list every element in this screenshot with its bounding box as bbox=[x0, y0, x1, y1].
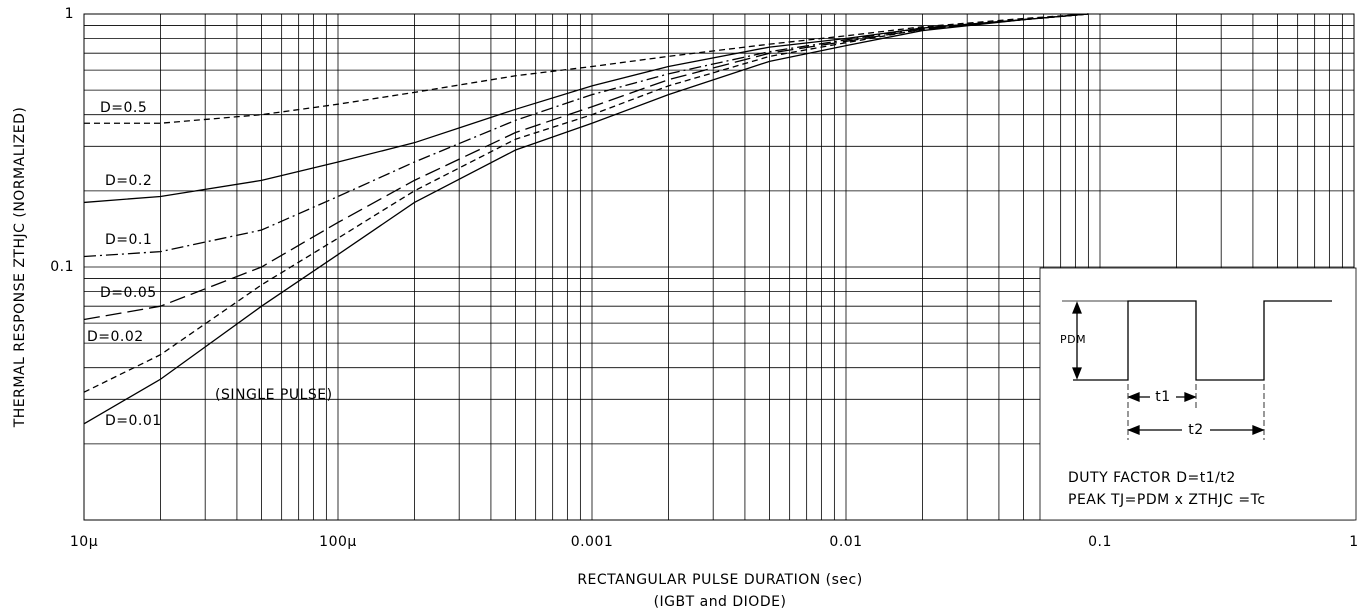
curve bbox=[83, 13, 1089, 321]
curve bbox=[84, 13, 1089, 124]
curve bbox=[83, 13, 1089, 258]
x-tick-label: 0.1 bbox=[1088, 534, 1112, 550]
series-label: D=0.2 bbox=[105, 173, 152, 189]
series-label: D=0.5 bbox=[100, 100, 147, 116]
curve bbox=[83, 13, 1089, 204]
duty-label: DUTY FACTOR D=t1/t2 bbox=[1068, 470, 1236, 486]
arrowhead bbox=[1072, 301, 1082, 314]
arrowhead bbox=[1127, 392, 1140, 402]
t1-label: t1 bbox=[1155, 389, 1170, 405]
curves bbox=[83, 13, 1089, 425]
x-tick-label: 0.001 bbox=[571, 534, 614, 550]
pulse-diagram bbox=[1062, 300, 1332, 440]
x-tick-label: 1 bbox=[1349, 534, 1358, 550]
series-label: D=0.05 bbox=[100, 285, 157, 301]
pulse-wave bbox=[1073, 300, 1332, 381]
pdm-label: PDM bbox=[1060, 333, 1086, 346]
x-tick-label: 0.01 bbox=[829, 534, 862, 550]
x-axis-title: RECTANGULAR PULSE DURATION (sec) bbox=[577, 572, 862, 588]
arrowhead bbox=[1072, 367, 1082, 380]
series-label: D=0.1 bbox=[105, 232, 152, 248]
curve bbox=[83, 13, 1089, 425]
series-label: D=0.02 bbox=[87, 329, 144, 345]
arrowhead bbox=[1127, 425, 1140, 435]
arrowhead bbox=[1252, 425, 1265, 435]
y-axis-title: THERMAL RESPONSE ZTHJC (NORMALIZED) bbox=[12, 107, 28, 429]
x-tick-label: 10µ bbox=[70, 534, 98, 550]
t2-label: t2 bbox=[1188, 422, 1203, 438]
series-label: D=0.01 bbox=[105, 413, 162, 429]
curve bbox=[83, 13, 1089, 393]
arrowhead bbox=[1184, 392, 1197, 402]
y-tick-label: 0.1 bbox=[50, 259, 74, 275]
single-pulse-label: (SINGLE PULSE) bbox=[215, 387, 333, 403]
x-tick-label: 100µ bbox=[319, 534, 357, 550]
peak-label: PEAK TJ=PDM x ZTHJC =Tc bbox=[1068, 492, 1266, 508]
y-tick-label: 1 bbox=[65, 6, 74, 22]
x-axis-note: (IGBT and DIODE) bbox=[654, 594, 787, 610]
inset-box bbox=[1039, 267, 1357, 521]
